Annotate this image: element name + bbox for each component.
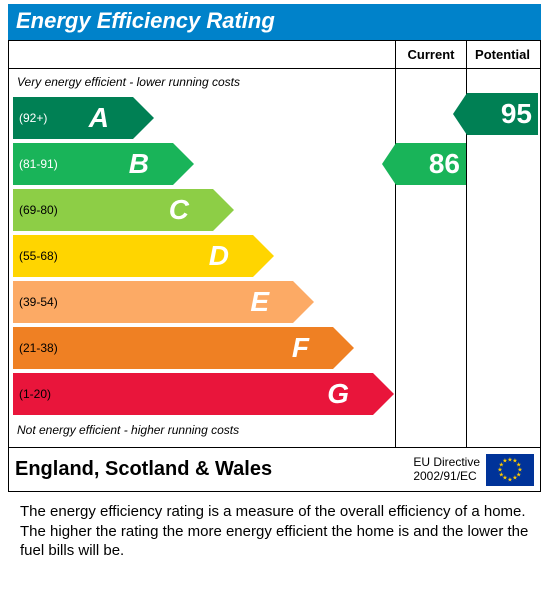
band-arrow-icon: [373, 373, 394, 415]
col-potential-header: Potential: [467, 41, 538, 68]
band-d: (55-68) D: [13, 235, 395, 277]
current-marker: 86: [396, 143, 466, 185]
band-letter: B: [129, 148, 149, 180]
band-arrow-icon: [333, 327, 354, 369]
band-range: (1-20): [13, 387, 51, 401]
band-f: (21-38) F: [13, 327, 395, 369]
band-a: (92+) A: [13, 97, 395, 139]
band-letter: A: [89, 102, 109, 134]
band-range: (21-38): [13, 341, 58, 355]
band-b: (81-91) B: [13, 143, 395, 185]
band-letter: G: [327, 378, 349, 410]
band-bar: (55-68) D: [13, 235, 253, 277]
band-arrow-icon: [173, 143, 194, 185]
band-letter: E: [250, 286, 269, 318]
chart-title: Energy Efficiency Rating: [8, 4, 541, 40]
epc-chart: Current Potential Very energy efficient …: [8, 40, 541, 492]
band-bar: (92+) A: [13, 97, 133, 139]
band-e: (39-54) E: [13, 281, 395, 323]
band-range: (69-80): [13, 203, 58, 217]
band-range: (39-54): [13, 295, 58, 309]
bands-column: Very energy efficient - lower running co…: [9, 69, 396, 447]
band-g: (1-20) G: [13, 373, 395, 415]
potential-marker: 95: [467, 93, 538, 135]
band-bar: (21-38) F: [13, 327, 333, 369]
eu-flag-icon: ★★★★★★★★★★★★: [486, 454, 534, 486]
band-letter: C: [169, 194, 189, 226]
header-spacer: [9, 41, 396, 68]
band-range: (81-91): [13, 157, 58, 171]
eu-directive: EU Directive 2002/91/EC: [413, 456, 486, 482]
footer: England, Scotland & Wales EU Directive 2…: [9, 447, 540, 491]
band-arrow-icon: [213, 189, 234, 231]
header-row: Current Potential: [9, 41, 540, 69]
band-arrow-icon: [253, 235, 274, 277]
directive-line2: 2002/91/EC: [413, 470, 480, 483]
band-letter: F: [292, 332, 309, 364]
caption-top: Very energy efficient - lower running co…: [9, 73, 395, 93]
region-label: England, Scotland & Wales: [15, 458, 413, 481]
band-bar: (39-54) E: [13, 281, 293, 323]
flag-star-icon: ★: [512, 475, 517, 482]
flag-star-icon: ★: [502, 457, 507, 464]
band-c: (69-80) C: [13, 189, 395, 231]
band-bar: (1-20) G: [13, 373, 373, 415]
col-current-header: Current: [396, 41, 467, 68]
band-arrow-icon: [133, 97, 154, 139]
caption-bottom: Not energy efficient - higher running co…: [9, 419, 395, 439]
directive-line1: EU Directive: [413, 456, 480, 469]
band-bar: (81-91) B: [13, 143, 173, 185]
band-arrow-icon: [293, 281, 314, 323]
potential-column: 95: [467, 69, 538, 447]
band-range: (55-68): [13, 249, 58, 263]
description-text: The energy efficiency rating is a measur…: [8, 492, 541, 565]
flag-star-icon: ★: [507, 476, 512, 483]
band-range: (92+): [13, 111, 47, 125]
band-letter: D: [209, 240, 229, 272]
band-bar: (69-80) C: [13, 189, 213, 231]
